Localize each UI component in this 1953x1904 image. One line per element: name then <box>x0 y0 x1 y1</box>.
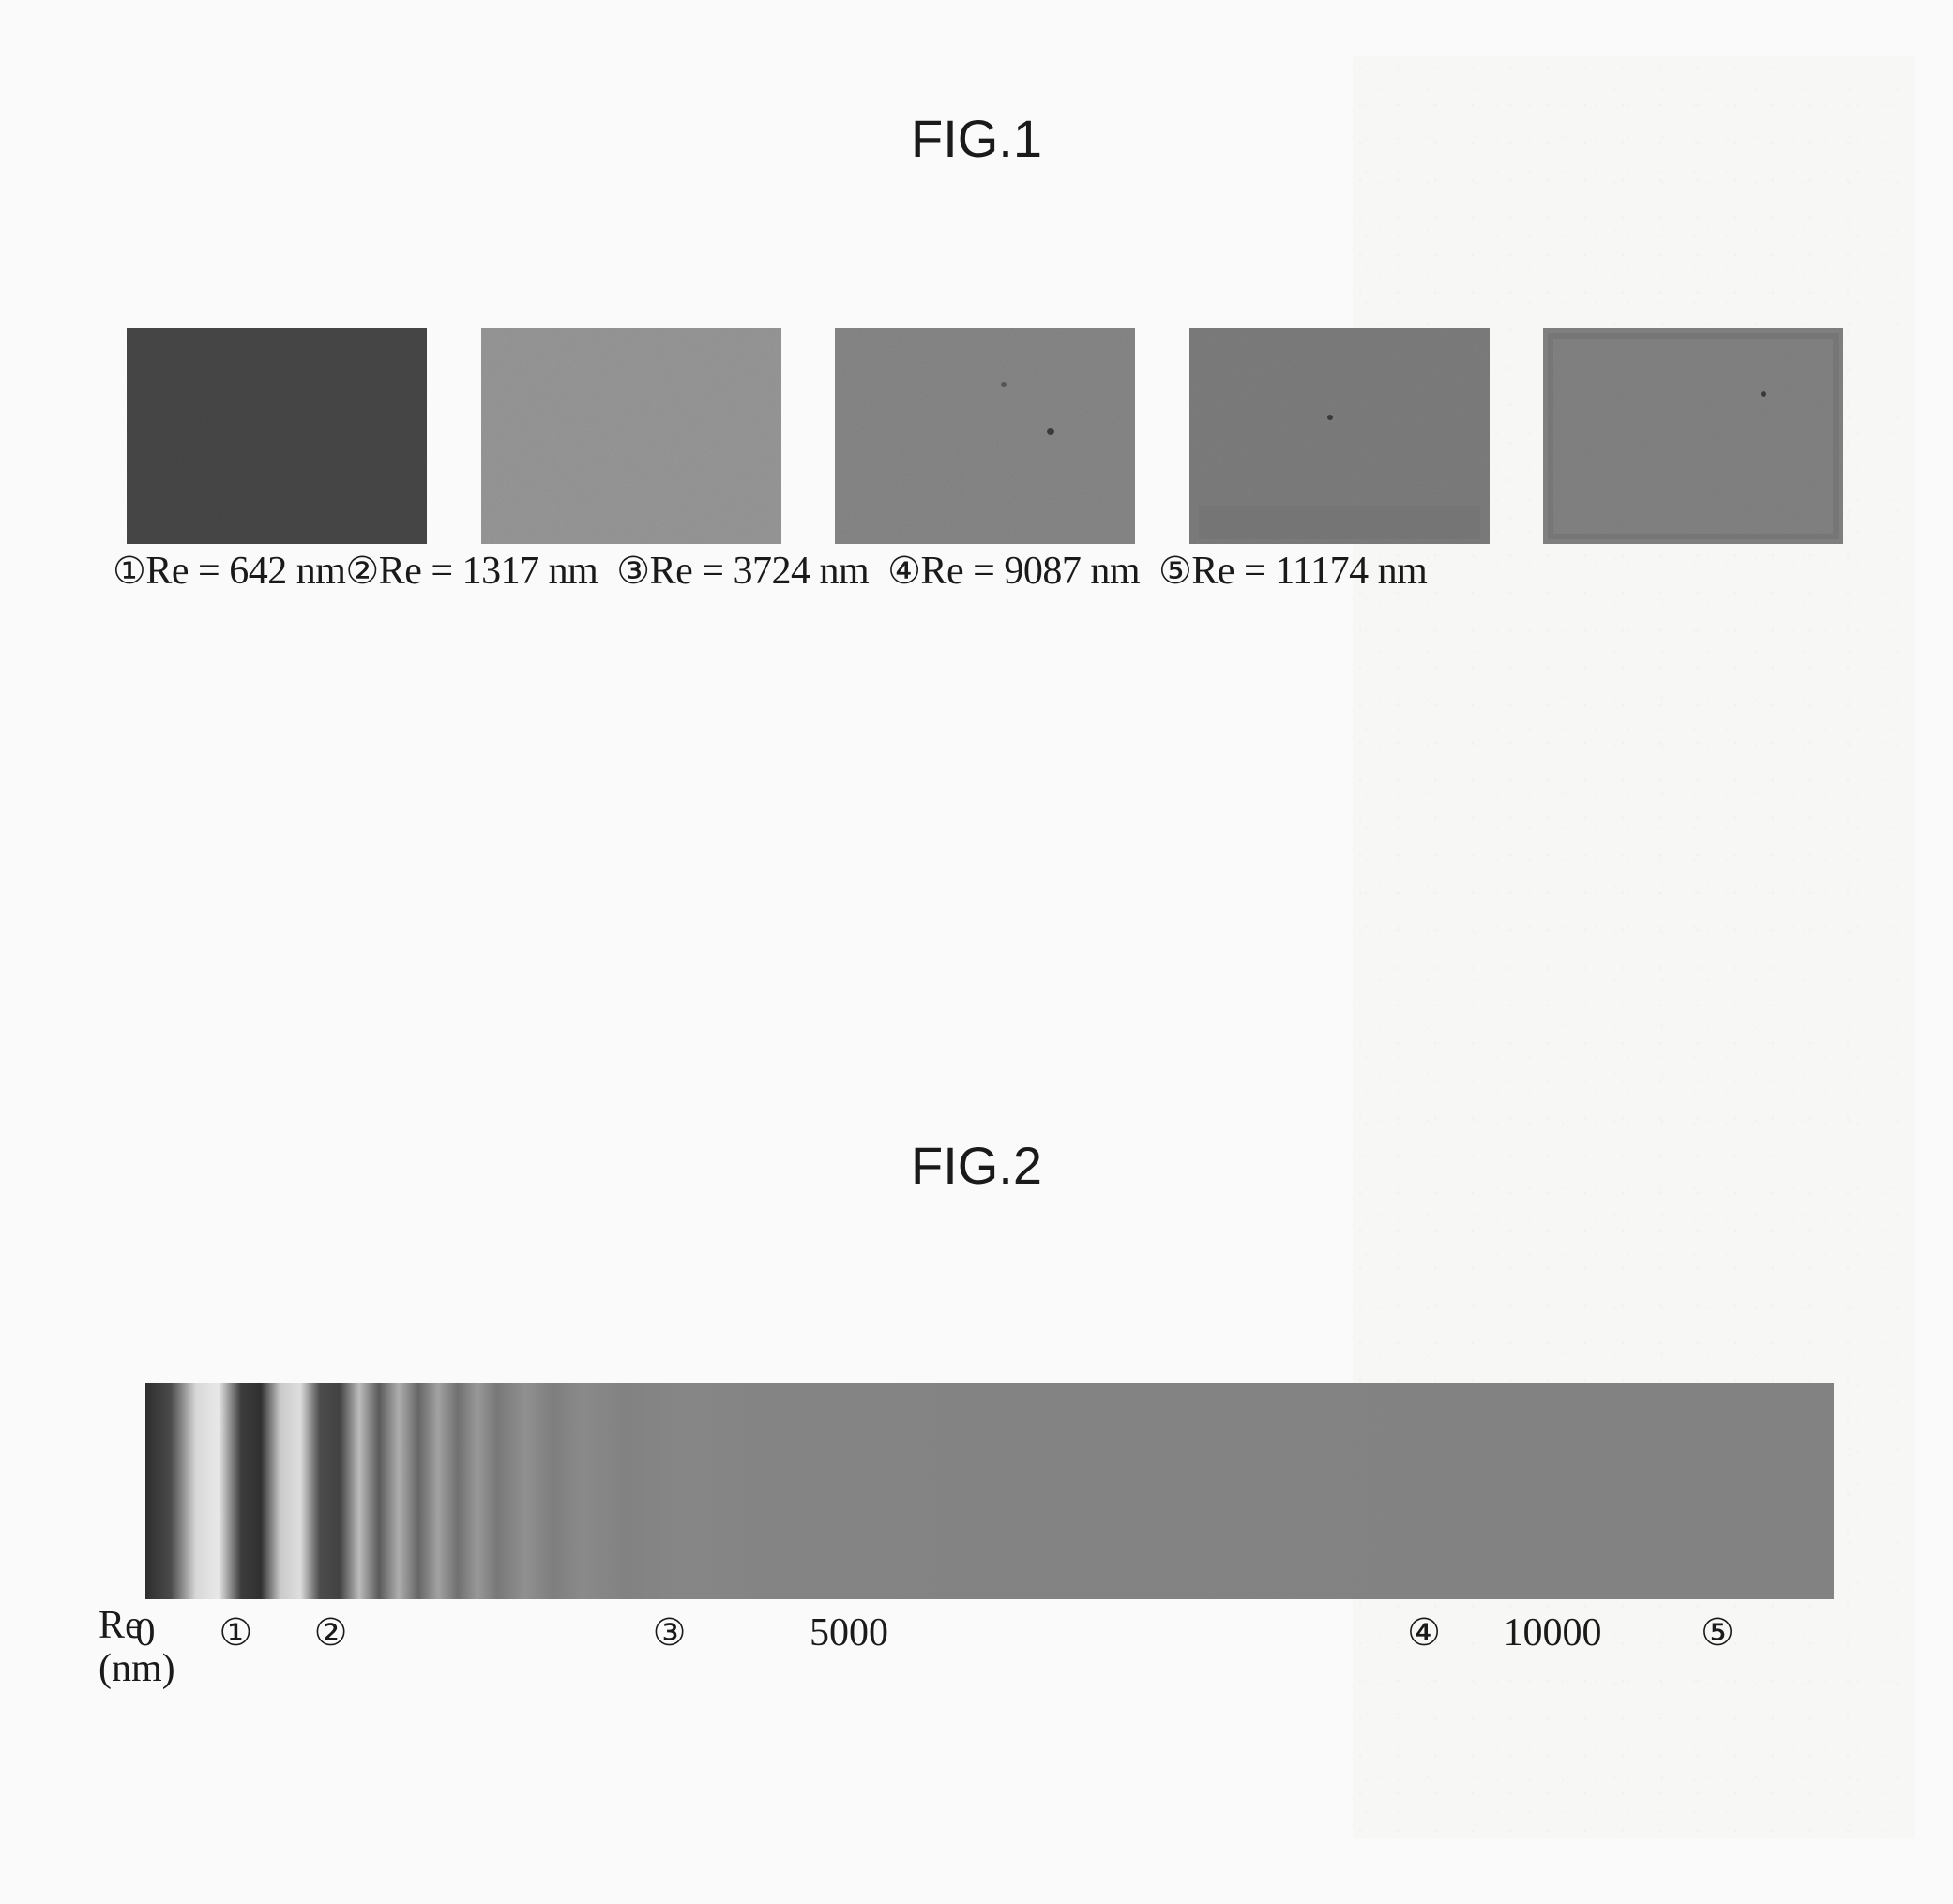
axis-marker: ① <box>219 1610 252 1655</box>
sample-5 <box>1543 328 1843 544</box>
sample-image-3 <box>835 328 1135 544</box>
axis-marker: ② <box>314 1610 348 1655</box>
sample-image-5 <box>1543 328 1843 544</box>
sample-2 <box>481 328 781 544</box>
axis-tick: 0 <box>136 1610 156 1655</box>
axis-marker: ⑤ <box>1701 1610 1734 1655</box>
sample-3 <box>835 328 1135 544</box>
sample-image-4 <box>1189 328 1490 544</box>
fig2-container: Re (nm) 0500010000①②③④⑤ <box>145 1383 1834 1712</box>
sample-4 <box>1189 328 1490 544</box>
fig1-title: FIG.1 <box>0 108 1953 169</box>
fig1-sample-row <box>127 328 1843 544</box>
sample-1 <box>127 328 427 544</box>
fig1-caption-row: ①Re = 642 nm②Re = 1317 nm ③Re = 3724 nm … <box>113 549 1857 594</box>
caption-3: ③Re = 3724 nm <box>616 550 869 593</box>
sample-image-1 <box>127 328 427 544</box>
caption-5: ⑤Re = 11174 nm <box>1158 550 1427 593</box>
axis-tick: 5000 <box>810 1610 888 1655</box>
caption-2: ②Re = 1317 nm <box>345 550 598 593</box>
sample-image-2 <box>481 328 781 544</box>
caption-4: ④Re = 9087 nm <box>887 550 1140 593</box>
axis-marker: ④ <box>1407 1610 1441 1655</box>
axis-marker: ③ <box>653 1610 687 1655</box>
fig2-spectrum <box>145 1383 1834 1599</box>
fig2-axis: Re (nm) 0500010000①②③④⑤ <box>145 1599 1834 1712</box>
caption-1: ①Re = 642 nm <box>113 550 345 593</box>
axis-tick: 10000 <box>1504 1610 1602 1655</box>
fig2-title: FIG.2 <box>0 1135 1953 1196</box>
